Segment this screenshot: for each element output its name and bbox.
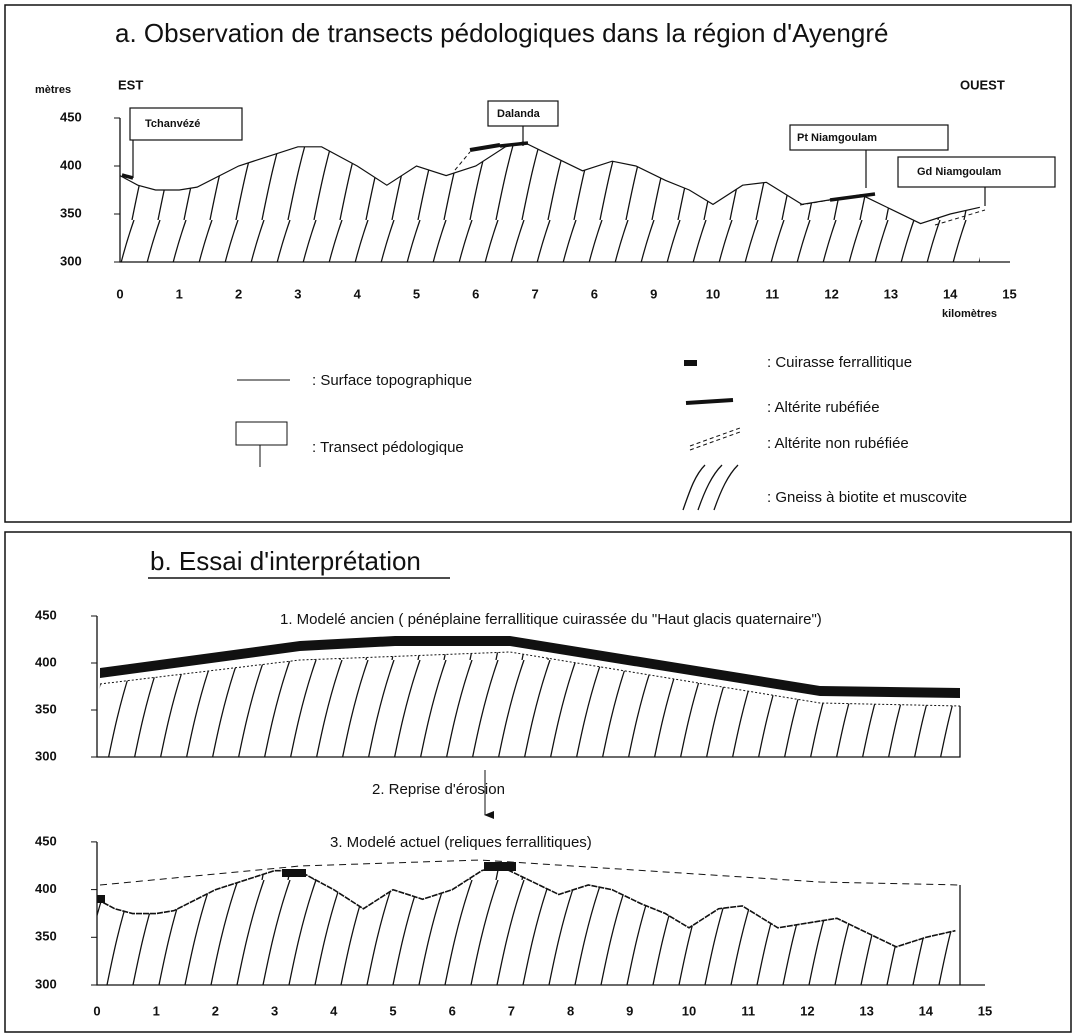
x-tick-label: 12 (800, 1003, 814, 1018)
x-tick-label: 0 (116, 286, 123, 301)
y-tick-label: 350 (35, 701, 57, 716)
x-tick-label: 11 (741, 1003, 755, 1018)
legend-label: : Transect pédologique (312, 439, 464, 456)
y-tick-label: 450 (60, 109, 82, 124)
y-tick-label: 400 (35, 881, 57, 896)
transect-label: Tchanvézé (145, 118, 200, 130)
x-tick-label: 14 (943, 286, 958, 301)
panel-a-frame (5, 5, 1071, 522)
x-tick-label: 13 (884, 286, 898, 301)
x-tick-label: 5 (413, 286, 420, 301)
gneiss (120, 142, 980, 262)
cuirasse-relic (97, 895, 105, 903)
legend: : Surface topographique : Transect pédol… (236, 354, 967, 510)
cuirasse-relic (484, 862, 516, 871)
transect-label: Gd Niamgoulam (917, 166, 1002, 178)
panel-a-title: a. Observation de transects pédologiques… (115, 18, 888, 48)
x-tick-label: 1 (153, 1003, 160, 1018)
x-tick-label: 10 (682, 1003, 696, 1018)
x-tick-label: 8 (567, 1003, 574, 1018)
x-tick-label: 2 (235, 286, 242, 301)
x-tick-label: 2 (212, 1003, 219, 1018)
transect-label: Pt Niamgoulam (797, 132, 877, 144)
east-label: EST (118, 77, 143, 92)
y-tick-label: 300 (35, 976, 57, 991)
x-tick-label: 10 (706, 286, 720, 301)
x-tick-label: 9 (626, 1003, 633, 1018)
gneiss (97, 652, 960, 757)
panel-b-title: b. Essai d'interprétation (150, 546, 421, 576)
x-tick-label: 11 (765, 286, 779, 301)
y-tick-label: 300 (60, 253, 82, 268)
x-tick-label: 4 (354, 286, 362, 301)
x-tick-label: 6 (472, 286, 479, 301)
x-tick-label: 9 (650, 286, 657, 301)
x-tick-label: 1 (176, 286, 183, 301)
x-tick-label: 13 (859, 1003, 873, 1018)
y-tick-label: 450 (35, 833, 57, 848)
legend-label: : Cuirasse ferrallitique (767, 354, 912, 371)
legend-label: : Altérite non rubéfiée (767, 435, 909, 452)
west-label: OUEST (960, 77, 1005, 92)
x-tick-label: 6 (449, 1003, 456, 1018)
x-tick-label: 15 (978, 1003, 992, 1018)
transect-label: Dalanda (497, 108, 541, 120)
y-tick-label: 350 (60, 205, 82, 220)
x-tick-label: 4 (330, 1003, 338, 1018)
cuirasse (470, 145, 500, 150)
y-tick-label: 300 (35, 748, 57, 763)
cuirasse-relic (282, 869, 306, 877)
x-tick-label: 15 (1002, 286, 1016, 301)
x-tick-label: 3 (294, 286, 301, 301)
figure: a. Observation de transects pédologiques… (0, 0, 1077, 1035)
x-tick-label: 3 (271, 1003, 278, 1018)
y-tick-label: 350 (35, 929, 57, 944)
y-tick-label: 400 (35, 654, 57, 669)
x-tick-label: 12 (824, 286, 838, 301)
x-tick-label: 7 (531, 286, 538, 301)
legend-label: : Altérite rubéfiée (767, 399, 880, 416)
legend-label: : Gneiss à biotite et muscovite (767, 489, 967, 506)
x-tick-label: 6 (591, 286, 598, 301)
x-unit: kilomètres (942, 308, 997, 320)
y-tick-label: 450 (35, 607, 57, 622)
step-label: 3. Modelé actuel (reliques ferrallitique… (330, 834, 592, 851)
step-label: 1. Modelé ancien ( pénéplaine ferralliti… (280, 611, 822, 628)
y-unit: mètres (35, 84, 71, 96)
x-tick-label: 0 (93, 1003, 100, 1018)
gneiss (97, 866, 955, 985)
y-tick-label: 400 (60, 157, 82, 172)
x-tick-label: 7 (508, 1003, 515, 1018)
legend-label: : Surface topographique (312, 372, 472, 389)
x-tick-label: 5 (389, 1003, 396, 1018)
x-tick-label: 14 (919, 1003, 934, 1018)
